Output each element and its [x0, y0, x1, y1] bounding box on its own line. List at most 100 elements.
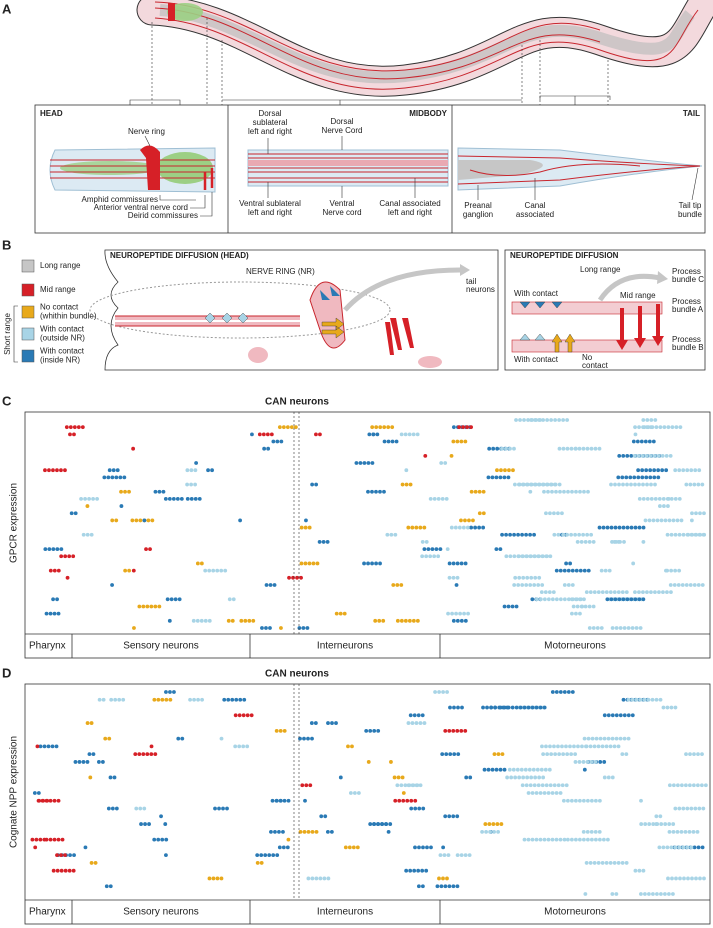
expression-dot	[386, 439, 391, 444]
expression-dot	[648, 453, 653, 458]
expression-dot	[614, 736, 619, 741]
expression-dot	[666, 504, 670, 508]
label: bundle B	[672, 343, 704, 352]
expression-dot	[272, 583, 277, 587]
expression-dot	[424, 554, 429, 559]
expression-dot	[391, 583, 396, 587]
expression-dot	[664, 453, 669, 458]
expression-dot	[115, 468, 120, 473]
expression-dot	[76, 425, 81, 430]
expression-dot	[700, 845, 705, 850]
expression-dot	[673, 496, 678, 501]
expression-dot	[626, 713, 631, 718]
legend-swatch	[21, 283, 35, 297]
expression-dot	[633, 425, 637, 430]
expression-dot	[160, 837, 165, 842]
expression-dot	[532, 783, 537, 788]
expression-dot	[513, 775, 518, 780]
expression-dot	[649, 425, 653, 430]
expression-dot	[545, 418, 550, 422]
expression-dot	[45, 798, 50, 803]
expression-dot	[667, 892, 671, 896]
expression-dot	[110, 475, 115, 480]
expression-dot	[510, 705, 515, 710]
expression-dot	[215, 876, 220, 881]
expression-dot	[507, 767, 512, 772]
expression-dot	[565, 752, 570, 757]
legend-swatch	[21, 327, 35, 341]
expression-dot	[189, 468, 194, 473]
expression-dot	[562, 597, 567, 602]
expression-dot	[326, 721, 330, 725]
expression-dot	[366, 489, 370, 494]
expression-dot	[452, 752, 457, 757]
expression-dot	[675, 783, 680, 788]
expression-dot	[260, 626, 264, 630]
expression-dot	[245, 744, 250, 749]
expression-dot	[274, 798, 279, 803]
expression-dot	[590, 736, 595, 741]
expression-dot	[413, 845, 417, 850]
expression-dot	[300, 783, 305, 788]
expression-dot	[553, 418, 558, 422]
expression-dot	[529, 775, 534, 780]
expression-dot	[578, 568, 583, 573]
expression-dot	[626, 626, 631, 630]
label: Ventral	[330, 199, 355, 208]
expression-dot	[630, 626, 635, 630]
expression-dot	[556, 783, 561, 788]
expression-dot	[434, 547, 439, 552]
expression-dot	[578, 611, 582, 616]
expression-dot	[521, 482, 526, 487]
expression-dot	[226, 618, 231, 623]
expression-dot	[93, 861, 98, 865]
expression-dot	[318, 876, 323, 881]
expression-dot	[443, 728, 448, 733]
label: Nerve Cord	[322, 126, 363, 135]
expression-dot	[629, 525, 634, 530]
expression-dot	[538, 597, 543, 602]
expression-dot	[483, 822, 488, 826]
expression-dot	[50, 744, 55, 749]
expression-dot	[529, 418, 534, 422]
expression-dot	[446, 611, 450, 616]
expression-dot	[211, 876, 216, 881]
expression-dot	[310, 876, 315, 881]
expression-dot	[506, 705, 511, 710]
expression-dot	[543, 767, 548, 772]
expression-dot	[606, 736, 611, 741]
expression-dot	[656, 468, 661, 473]
expression-dot	[692, 482, 697, 487]
label: neurons	[466, 285, 495, 294]
expression-dot	[614, 892, 619, 896]
expression-dot	[477, 525, 482, 530]
expression-dot	[661, 845, 666, 850]
expression-dot	[584, 861, 589, 865]
expression-dot	[329, 829, 334, 834]
diffusion-drawing	[511, 271, 668, 353]
expression-dot	[368, 822, 373, 826]
expression-dot	[648, 475, 653, 480]
expression-dot	[325, 540, 330, 544]
expression-dot	[514, 604, 519, 609]
expression-dot	[156, 837, 161, 842]
group-label: Pharynx	[29, 907, 66, 918]
expression-dot	[528, 783, 533, 788]
expression-dot	[514, 418, 518, 422]
expression-dot	[529, 575, 534, 580]
expression-dot	[697, 532, 702, 537]
expression-dot	[558, 597, 563, 602]
expression-dot	[620, 861, 625, 865]
expression-dot	[250, 432, 254, 437]
expression-dot	[700, 752, 704, 757]
expression-dot	[537, 775, 542, 780]
expression-dot	[579, 540, 584, 544]
expression-dot	[237, 713, 242, 718]
expression-dot	[303, 798, 307, 803]
expression-dot	[451, 728, 456, 733]
expression-dot	[56, 837, 61, 842]
expression-dot	[633, 590, 637, 595]
expression-dot	[506, 604, 511, 609]
expression-dot	[315, 561, 320, 566]
expression-dot	[455, 439, 460, 444]
